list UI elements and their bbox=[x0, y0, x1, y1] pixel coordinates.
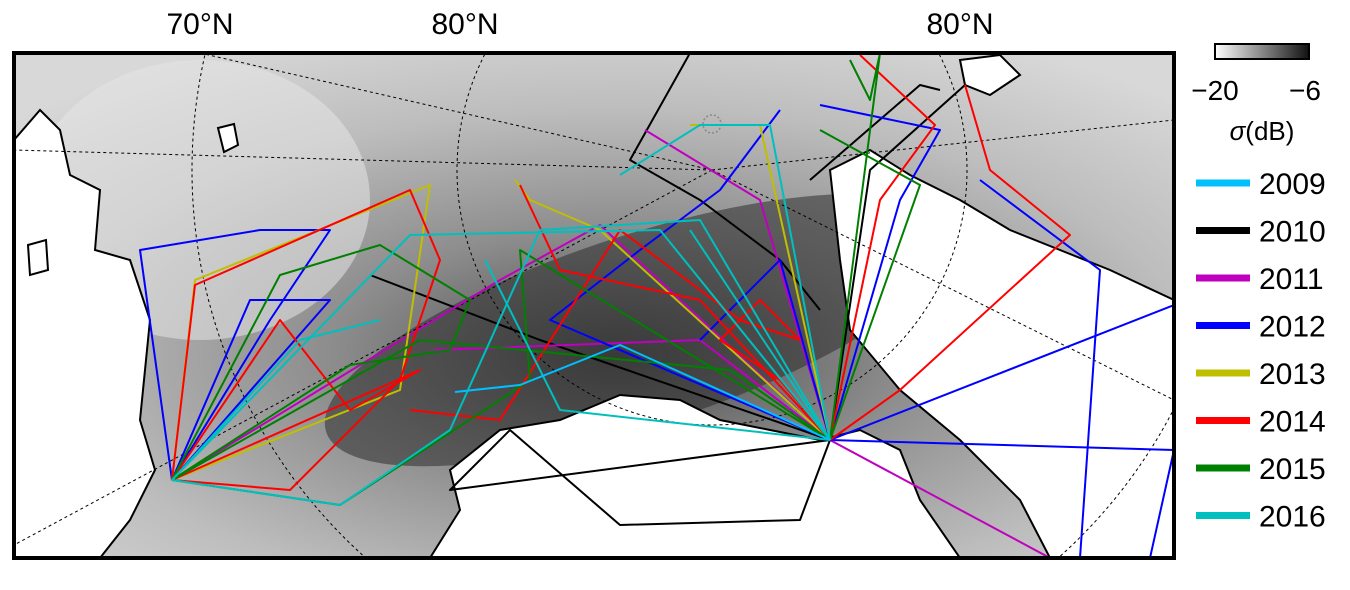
legend-year-label: 2009 bbox=[1259, 168, 1326, 201]
flight-track-2016 bbox=[171, 229, 831, 481]
flight-track-2010 bbox=[449, 84, 966, 526]
tracks-2009 bbox=[454, 344, 831, 441]
colorbar: −20 −6 σ(dB) bbox=[1191, 43, 1321, 146]
meridian-line bbox=[711, 169, 1174, 401]
flight-track-2014 bbox=[171, 319, 421, 481]
legend-entry-2014: 2014 bbox=[1196, 406, 1326, 439]
colorbar-units-label: σ(dB) bbox=[1230, 116, 1295, 146]
graticule bbox=[14, 53, 1174, 558]
legend-year-label: 2011 bbox=[1259, 263, 1324, 296]
colorbar-gradient bbox=[1214, 43, 1310, 60]
legend-entry-2009: 2009 bbox=[1196, 168, 1326, 201]
flight-track-2016 bbox=[171, 219, 831, 506]
meridian-line bbox=[14, 169, 713, 546]
flight-track-2011 bbox=[171, 224, 831, 481]
flight-tracks bbox=[139, 53, 1174, 558]
colorbar-min-label: −20 bbox=[1191, 75, 1239, 106]
western-island bbox=[26, 238, 50, 277]
dark-multiyear-ice-band bbox=[324, 193, 956, 467]
flight-track-2016 bbox=[171, 319, 381, 481]
colorbar-symbol: σ bbox=[1230, 116, 1247, 146]
flight-track-2016 bbox=[689, 229, 831, 441]
colorbar-max-label: −6 bbox=[1289, 75, 1321, 106]
flight-track-2014 bbox=[171, 189, 441, 491]
legend-entry-2011: 2011 bbox=[1196, 263, 1324, 296]
tracks-2016 bbox=[171, 124, 831, 506]
legend-year-label: 2014 bbox=[1259, 406, 1326, 439]
flight-track-2016 bbox=[484, 259, 831, 441]
flight-track-2015 bbox=[819, 129, 921, 441]
flight-track-2012 bbox=[139, 229, 331, 481]
flight-track-2015 bbox=[171, 244, 471, 481]
flight-track-2014 bbox=[829, 84, 1071, 441]
map-frame bbox=[12, 51, 1176, 560]
flight-track-2012 bbox=[819, 104, 1174, 441]
lat-label-70n: 70°N bbox=[166, 8, 233, 41]
legend-entry-2013: 2013 bbox=[1196, 358, 1326, 391]
flight-track-2009 bbox=[454, 344, 831, 441]
legend-year-label: 2016 bbox=[1259, 501, 1326, 534]
legend-year-label: 2012 bbox=[1259, 311, 1326, 344]
legend-entry-2010: 2010 bbox=[1196, 216, 1326, 249]
year-legend: 2009 2010 2011 2012 2013 2014 2015 2016 bbox=[1196, 168, 1326, 534]
lat-label-80n-left: 80°N bbox=[431, 8, 498, 41]
flight-track-2015 bbox=[171, 339, 831, 481]
flight-track-2010 bbox=[369, 274, 831, 441]
graticule-70n-circle bbox=[191, 53, 1174, 558]
flight-track-2014 bbox=[409, 229, 831, 441]
legend-year-label: 2010 bbox=[1259, 216, 1326, 249]
legend-entry-2016: 2016 bbox=[1196, 501, 1326, 534]
legend-entry-2012: 2012 bbox=[1196, 311, 1326, 344]
flight-track-2012 bbox=[171, 299, 331, 481]
small-island bbox=[216, 122, 240, 154]
legend-year-label: 2013 bbox=[1259, 358, 1326, 391]
tracks-2014 bbox=[171, 54, 1071, 491]
flight-track-2011 bbox=[644, 129, 1051, 558]
alaska-land bbox=[14, 108, 157, 558]
svalbard-land bbox=[958, 53, 1022, 97]
graticule-80n-circle bbox=[456, 53, 968, 426]
legend-year-label: 2015 bbox=[1259, 453, 1326, 486]
flight-track-2010 bbox=[809, 84, 941, 181]
flight-track-2016 bbox=[619, 124, 831, 441]
flight-track-2012 bbox=[979, 179, 1101, 558]
lat-label-80n-right: 80°N bbox=[926, 8, 993, 41]
flight-track-2015 bbox=[829, 53, 881, 441]
map-panel bbox=[14, 53, 1174, 558]
flight-track-2012 bbox=[549, 109, 831, 441]
meridian-line bbox=[14, 149, 713, 171]
legend-entry-2015: 2015 bbox=[1196, 453, 1326, 486]
flight-track-2014 bbox=[829, 54, 936, 441]
colorbar-unit: (dB) bbox=[1245, 116, 1294, 146]
